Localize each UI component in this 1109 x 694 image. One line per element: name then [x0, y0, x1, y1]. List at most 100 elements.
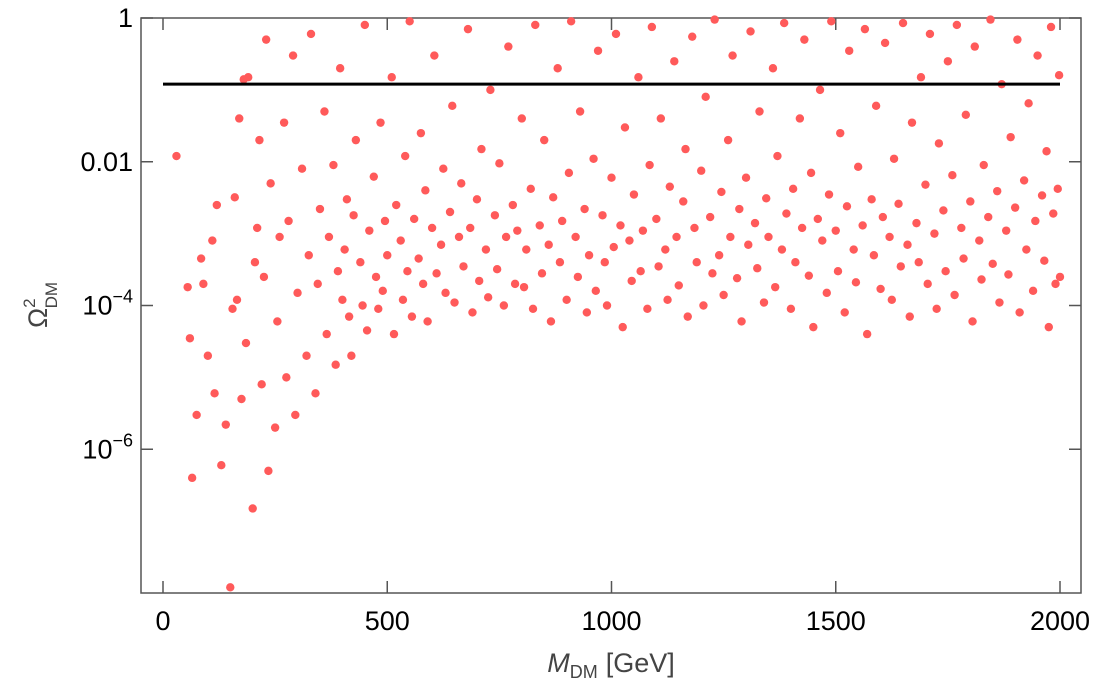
data-point — [618, 322, 627, 332]
data-point — [723, 135, 733, 145]
data-point — [226, 583, 235, 592]
data-point — [531, 20, 540, 30]
data-point — [387, 73, 396, 82]
data-point — [1051, 279, 1060, 289]
data-point — [1054, 71, 1064, 80]
data-point — [629, 190, 639, 199]
data-point — [1042, 147, 1051, 156]
data-point — [638, 226, 648, 235]
data-point — [988, 259, 997, 269]
x-tick-label: 1000 — [581, 606, 641, 636]
data-point — [448, 101, 457, 111]
data-point — [984, 212, 993, 222]
data-point — [831, 226, 840, 235]
data-point — [255, 135, 264, 145]
data-point — [690, 223, 699, 233]
data-point — [777, 245, 787, 254]
data-point — [403, 267, 412, 276]
data-point — [313, 279, 322, 289]
data-point — [380, 216, 390, 226]
data-point — [187, 473, 197, 483]
data-point — [389, 329, 399, 339]
x-axis-symbol: M — [547, 648, 570, 678]
data-point — [537, 269, 547, 278]
data-point — [1028, 286, 1038, 296]
data-point — [445, 207, 455, 217]
data-point — [548, 193, 558, 202]
data-point — [340, 245, 349, 254]
data-point — [407, 312, 417, 321]
data-point — [993, 186, 1002, 196]
data-point — [266, 179, 275, 188]
data-point — [616, 221, 625, 230]
data-point — [474, 276, 484, 286]
data-point — [344, 312, 354, 321]
data-point — [948, 170, 957, 180]
data-point — [806, 168, 816, 178]
data-point — [753, 264, 762, 273]
data-point — [331, 360, 340, 369]
x-axis-ticks: 0 500 1000 1500 2000 — [155, 18, 1090, 636]
data-point — [439, 164, 448, 173]
data-point — [333, 267, 343, 276]
data-point — [764, 232, 773, 242]
data-point — [423, 317, 432, 326]
data-point — [717, 187, 726, 197]
x-axis-title: MDM [GeV] — [547, 648, 675, 682]
data-point — [966, 197, 975, 206]
data-point — [1024, 99, 1033, 108]
data-point — [1044, 322, 1053, 332]
data-point — [1033, 51, 1042, 60]
data-point — [943, 57, 953, 66]
data-point — [221, 420, 230, 429]
data-point — [735, 204, 744, 214]
data-point — [845, 46, 854, 55]
data-point — [932, 304, 941, 313]
data-point — [315, 204, 325, 214]
x-tick-label: 1500 — [806, 606, 866, 636]
data-point — [582, 308, 592, 317]
data-point — [849, 245, 858, 254]
data-point — [441, 288, 450, 298]
data-point — [513, 226, 522, 235]
data-point — [670, 57, 679, 66]
data-point — [172, 151, 181, 161]
data-point — [564, 168, 574, 178]
data-point — [804, 271, 814, 280]
data-point — [526, 184, 535, 194]
data-point — [941, 267, 950, 276]
data-point — [979, 160, 988, 170]
data-point — [840, 308, 849, 317]
data-points — [172, 15, 1065, 592]
data-point — [400, 151, 410, 161]
data-point — [813, 214, 823, 224]
data-point — [421, 186, 430, 195]
data-point — [212, 200, 222, 210]
data-point — [199, 279, 208, 289]
data-point — [1013, 35, 1022, 44]
data-point — [244, 73, 253, 82]
data-point — [495, 159, 504, 168]
data-point — [288, 51, 298, 60]
data-point — [517, 114, 526, 123]
y-tick-label: 10−4 — [82, 287, 133, 321]
data-point — [1049, 209, 1058, 218]
data-point — [1055, 272, 1065, 282]
data-point — [261, 35, 271, 44]
data-point — [719, 290, 728, 300]
data-point — [939, 206, 948, 215]
data-point — [553, 64, 562, 73]
data-point — [270, 423, 280, 432]
data-point — [535, 221, 544, 230]
data-point — [418, 279, 428, 289]
data-point — [836, 128, 845, 138]
data-point — [959, 254, 968, 263]
data-point — [217, 460, 226, 470]
data-point — [432, 269, 441, 278]
data-point — [237, 394, 246, 404]
data-point — [880, 38, 890, 48]
x-tick-label: 2000 — [1030, 606, 1090, 636]
data-point — [257, 380, 266, 389]
data-point — [192, 410, 201, 420]
data-point — [311, 389, 320, 398]
